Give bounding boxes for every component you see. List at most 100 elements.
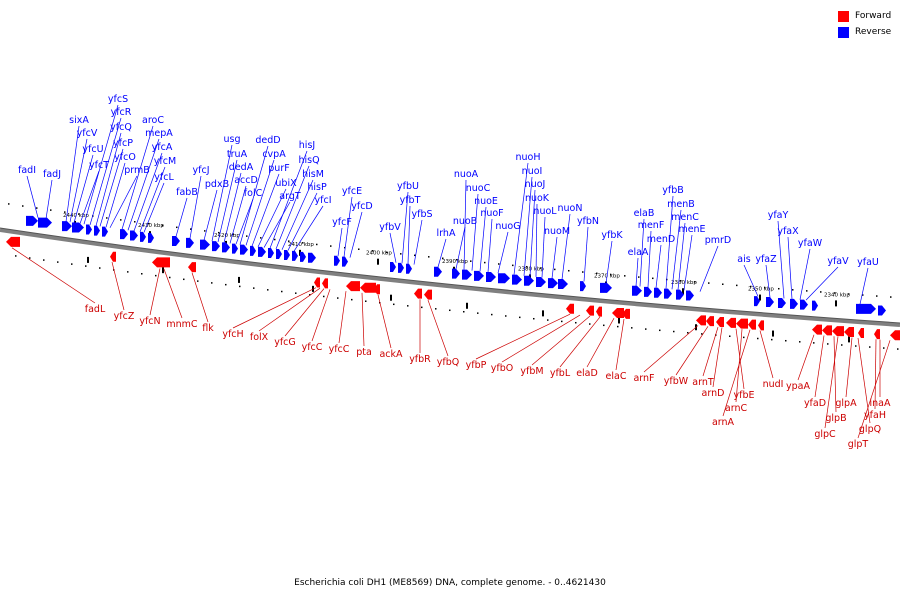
forward-gene-label: yfcG [274,337,296,348]
label-leader [787,236,793,300]
reverse-gene-label: sixA [69,115,89,126]
reverse-gene-label: pdxB [205,179,229,190]
forward-gene-label: mnmC [166,319,198,330]
forward-gene-label: elaD [576,368,598,379]
reverse-gene-arrow [26,215,38,226]
label-leader [743,264,759,297]
forward-gene-arrow [832,326,844,337]
scale-dot [64,211,66,213]
scale-dot [687,331,689,334]
forward-gene-arrow [726,317,736,328]
label-leader [859,267,869,305]
reverse-gene-arrow [222,242,230,253]
scale-dot [652,277,654,280]
reverse-gene-label: pmrD [705,235,732,246]
forward-gene-label: yfaD [804,398,826,409]
scale-dot [29,257,31,259]
scale-dot [106,217,108,219]
reverse-gene-arrow [754,296,760,307]
scale-label: 2430 kbp [138,223,164,229]
scale-dot [526,265,528,268]
legend-forward-label: Forward [855,11,892,21]
scale-dot [575,321,577,324]
scale-dot [862,294,864,296]
forward-gene-label: yfcC [329,344,350,355]
forward-gene-arrow [360,282,376,293]
reverse-gene-label: yfaY [768,210,789,221]
reverse-gene-arrow [300,251,306,262]
label-leader [338,291,347,344]
scale-dot [512,264,514,267]
label-leader [643,325,699,373]
reverse-gene-label: nuoI [522,166,543,177]
reverse-gene-label: yfbV [379,222,401,233]
reverse-gene-arrow [72,222,84,233]
forward-gene-label: arnC [725,403,748,414]
reverse-gene-label: aroC [142,115,164,126]
scale-dot [85,265,87,267]
reverse-gene-label: yfcV [77,128,98,139]
scale-dot [50,209,52,211]
reverse-gene-arrow [654,287,662,298]
scale-dot [414,254,416,257]
forward-swatch [838,10,849,22]
label-leader [127,138,160,231]
scale-dot [456,258,458,261]
reverse-gene-label: nuoE [474,196,498,207]
scale-dot [491,313,493,316]
reverse-gene-label: menD [647,234,675,245]
reverse-gene-arrow [600,282,612,293]
reverse-gene-label: yfbK [601,230,623,241]
reverse-gene-label: yfcQ [110,122,132,133]
reverse-gene-arrow [200,239,210,250]
reverse-gene-arrow [406,263,412,274]
label-leader [263,201,291,248]
reverse-gene-arrow [250,245,256,256]
scale-dot [603,324,605,327]
scale-dot [547,319,549,321]
reverse-gene-arrow [558,279,568,290]
forward-gene-label: glpT [848,439,869,450]
label-leader [251,173,280,247]
scale-dot [8,203,10,205]
reverse-gene-arrow [512,274,522,285]
scale-dot [827,343,829,345]
forward-gene-label: yfbE [734,390,755,401]
label-leader [45,179,53,219]
reverse-gene-arrow [664,288,672,299]
forward-gene-label: glpA [835,398,857,409]
label-leader [471,193,479,271]
reverse-gene-label: yfcU [82,144,103,155]
backbone-line [0,228,900,327]
reverse-gene-label: hisJ [299,140,315,151]
scale-dot [435,308,437,310]
scale-dot [309,294,311,296]
forward-gene-arrow [188,262,196,273]
scale-dot [127,271,129,273]
scale-dot [820,291,822,293]
label-leader [605,240,613,284]
label-leader [275,165,310,250]
scale-dot [400,253,402,255]
label-leader [805,266,839,301]
label-leader [675,326,709,376]
scale-dot [246,235,248,237]
forward-gene-label: glpC [814,429,836,440]
reverse-gene-label: nuoC [466,183,491,194]
reverse-gene-arrow [342,256,348,267]
forward-gene-arrow [110,251,116,262]
scale-dot [554,268,556,271]
reverse-gene-arrow [258,246,266,257]
scale-dot [330,245,332,247]
scale-dot [421,306,423,309]
label-leader [559,316,601,368]
forward-gene-arrow [424,289,432,300]
reverse-gene-label: dedD [255,135,280,146]
scale-dot [225,283,227,286]
scale-dot [771,338,773,341]
label-leader [389,232,397,263]
scale-dot [610,273,612,276]
forward-gene-label: flk [202,323,214,334]
scale-dot [43,259,45,261]
